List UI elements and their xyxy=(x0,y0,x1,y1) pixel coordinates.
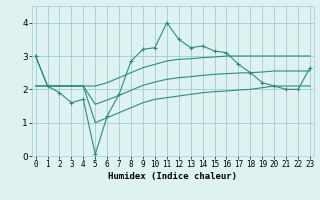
X-axis label: Humidex (Indice chaleur): Humidex (Indice chaleur) xyxy=(108,172,237,181)
